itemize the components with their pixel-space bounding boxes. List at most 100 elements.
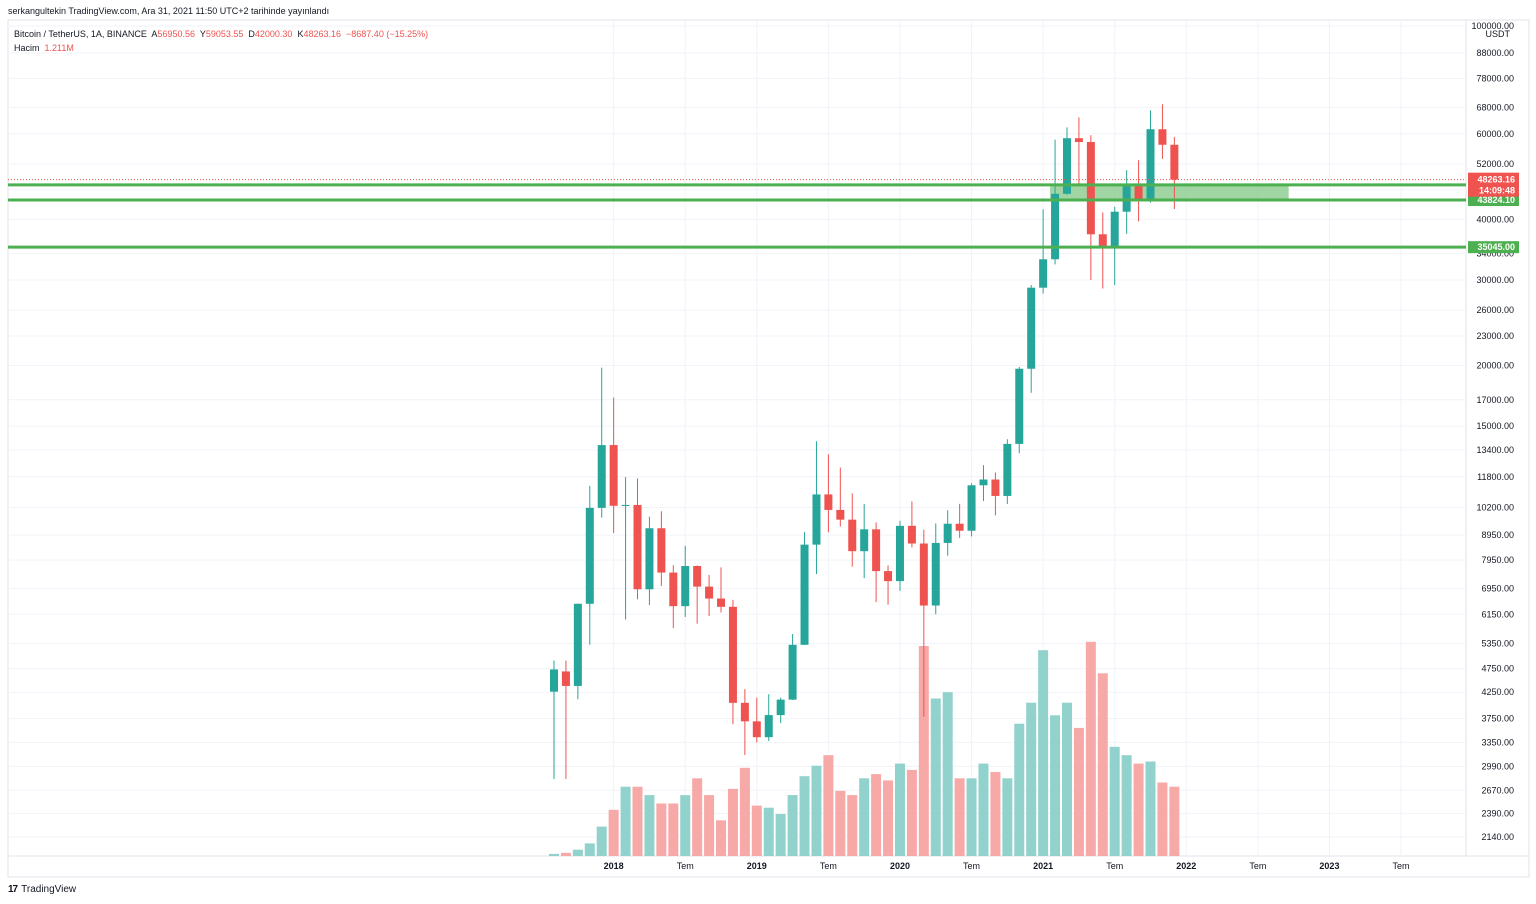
volume-bar (799, 776, 810, 856)
x-tick-label: 2022 (1176, 861, 1196, 871)
grid (8, 20, 1466, 856)
y-tick-label: 20000.00 (1476, 360, 1514, 370)
volume-bar (584, 843, 595, 856)
volume-bar (1061, 702, 1072, 856)
candle-body (955, 523, 964, 531)
candle-body (705, 586, 714, 599)
candle-body (800, 544, 809, 645)
candle-body (1027, 287, 1036, 369)
volume-bar (1109, 746, 1120, 856)
x-tick-label: Tem (677, 861, 694, 871)
legend-low-key: D (248, 29, 255, 39)
candle-body (681, 566, 690, 607)
footer-brand: TradingView (21, 884, 77, 895)
candle-body (967, 485, 976, 531)
volume-bar (680, 795, 691, 856)
candle-body (1003, 443, 1012, 496)
y-tick-label: 68000.00 (1476, 102, 1514, 112)
volume-bar (620, 786, 631, 856)
candle-body (657, 528, 666, 573)
y-tick-label: 34000.00 (1476, 249, 1514, 259)
volume-bar (596, 826, 607, 856)
volume-bar (1097, 673, 1108, 856)
candle-body (1051, 193, 1060, 260)
x-tick-label: Tem (1106, 861, 1123, 871)
candle-body (573, 603, 582, 686)
candle-body (740, 702, 749, 722)
candle-body (1086, 142, 1095, 235)
legend-low: 42000.30 (254, 29, 293, 39)
volume-bar (1121, 755, 1132, 856)
x-tick-label: 2019 (747, 861, 767, 871)
y-tick-label: 5350.00 (1481, 639, 1514, 649)
volume-bar (835, 790, 846, 856)
y-tick-label: 88000.00 (1476, 48, 1514, 58)
y-tick-label: 11800.00 (1477, 472, 1514, 482)
volume-bar (739, 767, 750, 856)
footer[interactable]: 17 TradingView (8, 884, 76, 895)
volume-bar (787, 795, 798, 856)
volume-bar (918, 646, 929, 856)
y-tick-label: 52000.00 (1476, 159, 1514, 169)
legend-volume: 1.211M (44, 43, 74, 53)
volume-bar (954, 778, 965, 856)
candle-body (919, 543, 928, 606)
time-axis[interactable]: 2018 Tem 2019 Tem 2020 Tem 2021 Tem 2022 Tem 2023 T… (604, 861, 1410, 871)
volume-bar (1169, 786, 1180, 856)
publisher-line: serkangultekin TradingView.com, Ara 31, … (8, 6, 330, 16)
candle-body (1122, 184, 1131, 212)
volume-bar (549, 853, 559, 856)
y-tick-label: 10200.00 (1476, 503, 1514, 513)
volume-bar (906, 769, 917, 856)
y-tick-label: 8950.00 (1481, 530, 1514, 540)
y-tick-label: 15000.00 (1476, 421, 1514, 431)
volume-bar (668, 803, 679, 856)
volume-bar (894, 763, 905, 856)
y-tick-label: 2670.00 (1481, 785, 1514, 795)
volume-bar (1085, 641, 1096, 856)
legend-high: 59053.55 (205, 29, 244, 39)
y-tick-label: 40000.00 (1476, 214, 1514, 224)
volume-bar (704, 795, 715, 856)
last-price-label: 48263.16 (1477, 175, 1515, 185)
y-tick-label: 2390.00 (1481, 809, 1514, 819)
legend-close: 48263.16 (303, 29, 342, 39)
volume-bar (763, 807, 774, 856)
legend-close-key: K (297, 29, 304, 39)
volume-bar (859, 778, 870, 856)
y-tick-label: 4250.00 (1481, 687, 1514, 697)
candle-body (1074, 138, 1083, 143)
candle-body (895, 525, 904, 582)
candle-body (550, 669, 558, 692)
volume-bar (775, 814, 786, 856)
y-tick-label: 6150.00 (1481, 609, 1514, 619)
candle-body (991, 479, 1000, 496)
candle-body (1062, 138, 1071, 194)
legend-open: 56950.56 (157, 29, 195, 39)
candle-body (931, 542, 940, 606)
candle-body (943, 523, 952, 543)
volume-bar (1145, 761, 1156, 856)
candle-body (717, 598, 726, 607)
candle-body (884, 571, 893, 582)
candle-body (1146, 129, 1155, 201)
candles (550, 104, 1179, 779)
candle-body (812, 494, 821, 545)
candle-body (645, 528, 654, 590)
legend-open-key: A (151, 29, 158, 39)
price-axis[interactable]: 100000.00 88000.00 78000.00 68000.00 60000.0… (1471, 21, 1514, 842)
candle-body (1098, 234, 1107, 248)
y-tick-label: 6950.00 (1481, 583, 1514, 593)
volume-bar (1038, 650, 1049, 856)
legend-symbol[interactable]: Bitcoin / TetherUS, 1A, BINANCE (14, 29, 147, 39)
x-tick-label: Tem (963, 861, 980, 871)
volume-bar (978, 763, 989, 856)
volume-bar (632, 786, 643, 856)
volume-bar (1157, 782, 1168, 856)
horizontal-levels[interactable] (8, 179, 1466, 249)
candle-body (1134, 184, 1143, 201)
legend-volume-key[interactable]: Hacim (14, 43, 40, 53)
volume-bar (1073, 727, 1084, 856)
